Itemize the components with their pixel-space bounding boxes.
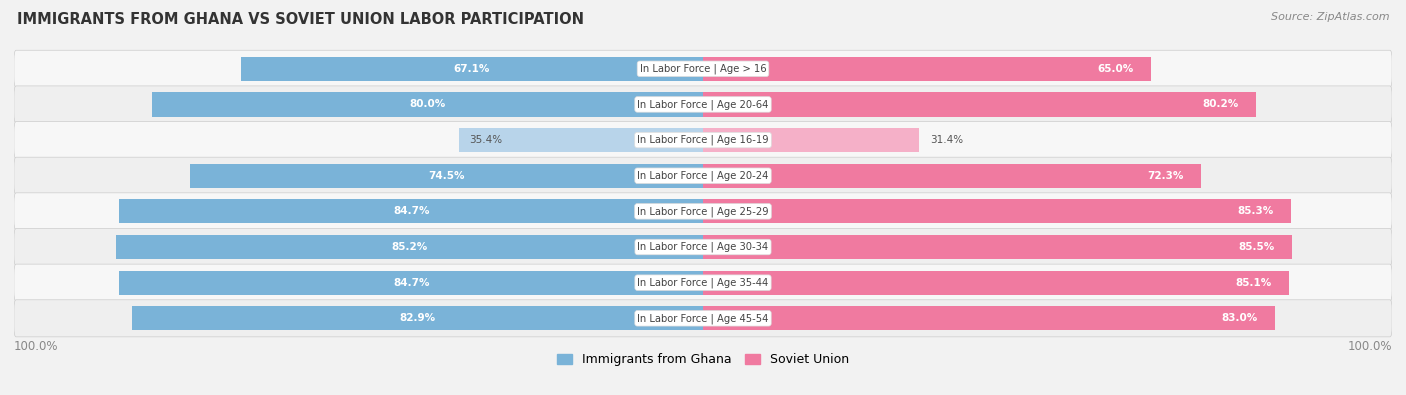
Text: 85.1%: 85.1% (1236, 278, 1272, 288)
Text: In Labor Force | Age > 16: In Labor Force | Age > 16 (640, 64, 766, 74)
Bar (240, 56, 703, 81)
Bar (117, 235, 703, 259)
Text: 35.4%: 35.4% (470, 135, 502, 145)
Text: In Labor Force | Age 35-44: In Labor Force | Age 35-44 (637, 277, 769, 288)
Text: 67.1%: 67.1% (454, 64, 491, 74)
Text: In Labor Force | Age 25-29: In Labor Force | Age 25-29 (637, 206, 769, 216)
FancyBboxPatch shape (14, 300, 1392, 337)
Text: 31.4%: 31.4% (929, 135, 963, 145)
Text: 80.2%: 80.2% (1202, 100, 1239, 109)
Text: In Labor Force | Age 20-64: In Labor Force | Age 20-64 (637, 99, 769, 110)
FancyBboxPatch shape (14, 86, 1392, 123)
Bar (152, 92, 703, 117)
Bar (460, 128, 703, 152)
Text: 85.2%: 85.2% (391, 242, 427, 252)
Bar (703, 128, 920, 152)
Bar (703, 306, 1275, 331)
FancyBboxPatch shape (14, 193, 1392, 230)
Text: 82.9%: 82.9% (399, 313, 436, 324)
Text: 84.7%: 84.7% (394, 206, 429, 216)
FancyBboxPatch shape (14, 50, 1392, 87)
Bar (190, 164, 703, 188)
Text: 100.0%: 100.0% (14, 340, 59, 354)
Text: 100.0%: 100.0% (1347, 340, 1392, 354)
Text: 74.5%: 74.5% (427, 171, 464, 181)
Bar (120, 271, 703, 295)
Text: 85.5%: 85.5% (1239, 242, 1275, 252)
Text: Source: ZipAtlas.com: Source: ZipAtlas.com (1271, 12, 1389, 22)
Text: 85.3%: 85.3% (1237, 206, 1274, 216)
Text: 84.7%: 84.7% (394, 278, 429, 288)
Bar (132, 306, 703, 331)
FancyBboxPatch shape (14, 264, 1392, 301)
Bar (703, 92, 1256, 117)
Text: IMMIGRANTS FROM GHANA VS SOVIET UNION LABOR PARTICIPATION: IMMIGRANTS FROM GHANA VS SOVIET UNION LA… (17, 12, 583, 27)
Text: In Labor Force | Age 45-54: In Labor Force | Age 45-54 (637, 313, 769, 324)
Text: In Labor Force | Age 30-34: In Labor Force | Age 30-34 (637, 242, 769, 252)
Legend: Immigrants from Ghana, Soviet Union: Immigrants from Ghana, Soviet Union (553, 348, 853, 371)
Text: 72.3%: 72.3% (1147, 171, 1184, 181)
FancyBboxPatch shape (14, 228, 1392, 265)
Bar (703, 164, 1201, 188)
Bar (703, 271, 1289, 295)
Text: In Labor Force | Age 16-19: In Labor Force | Age 16-19 (637, 135, 769, 145)
Bar (120, 199, 703, 224)
Text: 65.0%: 65.0% (1097, 64, 1133, 74)
Text: 80.0%: 80.0% (409, 100, 446, 109)
Text: 83.0%: 83.0% (1222, 313, 1257, 324)
Bar (703, 199, 1291, 224)
FancyBboxPatch shape (14, 122, 1392, 159)
Bar (703, 56, 1152, 81)
Bar (703, 235, 1292, 259)
Text: In Labor Force | Age 20-24: In Labor Force | Age 20-24 (637, 171, 769, 181)
FancyBboxPatch shape (14, 157, 1392, 194)
